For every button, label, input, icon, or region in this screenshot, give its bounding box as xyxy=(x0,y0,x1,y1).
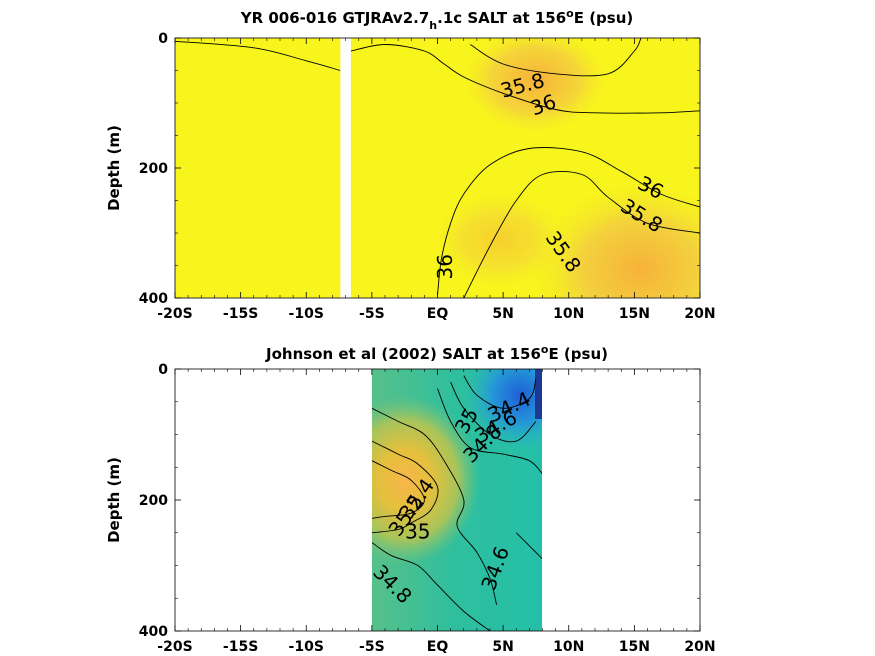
panel-observed-salinity: Johnson et al (2002) SALT at 156oE (psu)… xyxy=(105,343,716,655)
x-tick-label: 20N xyxy=(684,306,715,322)
contour-line xyxy=(515,532,542,560)
y-tick-label: 0 xyxy=(158,31,168,47)
x-tick-label: -20S xyxy=(157,306,192,322)
x-tick-label: 10N xyxy=(553,306,584,322)
x-tick-label: 20N xyxy=(684,639,715,655)
x-tick-label: -10S xyxy=(289,639,324,655)
panel2-field xyxy=(372,369,542,631)
panel2-contours xyxy=(372,375,542,631)
y-tick-label: 200 xyxy=(139,493,168,509)
contour-line xyxy=(175,40,341,71)
x-tick-label: EQ xyxy=(427,306,449,322)
y-tick-label: 400 xyxy=(139,624,168,640)
panel2-salty-core xyxy=(372,395,480,565)
contour-line xyxy=(372,542,491,631)
contour-line xyxy=(463,171,700,298)
x-tick-label: 15N xyxy=(619,639,650,655)
x-tick-label: 5N xyxy=(492,639,513,655)
contour-line xyxy=(463,375,537,409)
x-tick-label: -5S xyxy=(359,639,385,655)
panel2-ylabel: Depth (m) xyxy=(105,457,123,543)
x-tick-label: -15S xyxy=(223,639,258,655)
contour-line xyxy=(372,407,498,605)
contour-line xyxy=(437,147,700,295)
panel1-salty-core-upper xyxy=(460,38,610,135)
x-tick-label: 5N xyxy=(492,306,513,322)
contour-line xyxy=(450,381,537,443)
y-tick-label: 400 xyxy=(139,291,168,307)
panel1-field xyxy=(175,38,700,298)
x-tick-label: -5S xyxy=(359,306,385,322)
panel1-ticks: -20S -15S -10S -5S EQ 5N 10N 15N 20N 0 200 400 xyxy=(139,31,716,322)
panel2-fresh-core xyxy=(465,369,542,450)
x-tick-label: 15N xyxy=(619,306,650,322)
panel1-salty-tongue xyxy=(430,190,570,290)
contour-line xyxy=(470,38,642,77)
panel1-salty-core-lower xyxy=(530,180,700,298)
contour-label: 36 xyxy=(433,254,457,279)
x-tick-label: 10N xyxy=(553,639,584,655)
y-tick-label: 0 xyxy=(158,362,168,378)
x-tick-label: -15S xyxy=(223,306,258,322)
x-tick-label: -20S xyxy=(157,639,192,655)
contour-line xyxy=(372,460,425,519)
contour-line xyxy=(437,388,542,474)
panel-model-salinity: YR 006-016 GTJRAv2.7h.1c SALT at 156oE (… xyxy=(105,7,716,322)
contour-line xyxy=(350,44,700,114)
panel2-fresh-edge xyxy=(535,369,542,419)
panel1-missing-data-gap xyxy=(340,38,351,298)
panel1-contours xyxy=(175,38,700,298)
panel2-title: Johnson et al (2002) SALT at 156oE (psu) xyxy=(265,343,608,363)
x-tick-label: -10S xyxy=(289,306,324,322)
panel2-ticks: -20S -15S -10S -5S EQ 5N 10N 15N 20N 0 200 400 xyxy=(139,362,716,655)
contour-label: 35 xyxy=(405,519,430,543)
panel1-ylabel: Depth (m) xyxy=(105,125,123,211)
contour-line xyxy=(372,440,439,534)
y-tick-label: 200 xyxy=(139,161,168,177)
panel1-title: YR 006-016 GTJRAv2.7h.1c SALT at 156oE (… xyxy=(240,7,634,32)
x-tick-label: EQ xyxy=(427,639,449,655)
